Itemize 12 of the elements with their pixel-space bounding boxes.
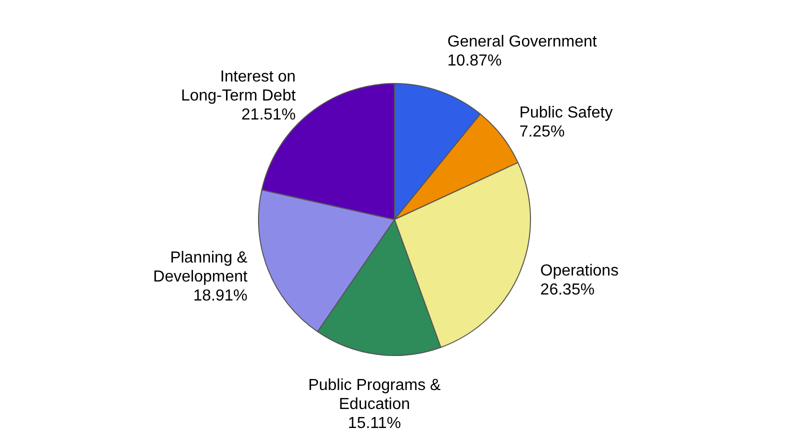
slice-label: Interest on Long-Term Debt [180,68,296,105]
data-label: 15.11% [348,415,401,432]
slice-label: Planning & Development [153,250,248,286]
data-label: 7.25% [519,124,565,141]
slice-label: General Government [447,34,598,51]
data-label: 18.91% [193,288,248,305]
data-label: 26.35% [540,281,595,298]
slice-label: Public Safety [519,104,613,122]
data-label: 10.87% [447,52,502,70]
slice-label: Public Programs & Education [308,377,442,414]
data-label: 21.51% [241,106,296,124]
slice-label: Operations [540,262,619,280]
